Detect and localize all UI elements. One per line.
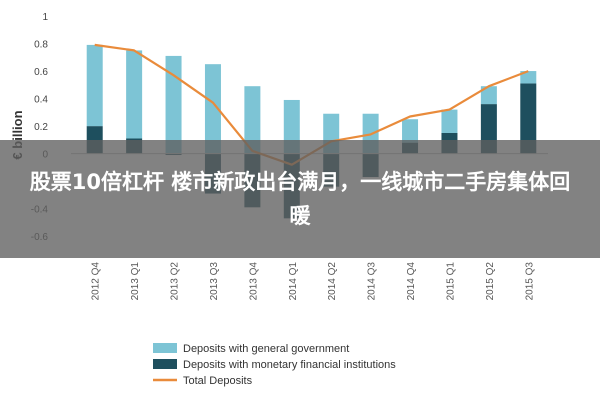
y-tick-label: 0.8 (34, 40, 48, 51)
x-tick-label: 2014 Q4 (406, 262, 417, 301)
headline-overlay: 股票10倍杠杆 楼市新政出台满月，一线城市二手房集体回暖 (0, 140, 600, 258)
x-tick-labels: 2012 Q4 2013 Q1 2013 Q2 2013 Q3 2013 Q4 2014 … (91, 262, 536, 301)
bar-government-deposits (86, 44, 103, 127)
legend-label: Total Deposits (183, 375, 253, 387)
headline-text: 股票10倍杠杆 楼市新政出台满月，一线城市二手房集体回暖 (29, 170, 571, 228)
y-tick-label: 1 (42, 12, 48, 23)
x-tick-label: 2015 Q2 (485, 262, 496, 301)
bar-mfi-deposits (520, 83, 537, 154)
bar-government-deposits (441, 109, 458, 133)
bar-government-deposits (244, 86, 261, 154)
y-tick-label: 0.6 (34, 67, 48, 78)
legend-swatch (153, 343, 177, 353)
bar-government-deposits (480, 86, 497, 105)
x-tick-label: 2015 Q1 (445, 262, 456, 301)
y-tick-label: 0.4 (34, 95, 48, 106)
x-tick-label: 2012 Q4 (91, 262, 102, 301)
bar-government-deposits (204, 64, 221, 154)
bar-government-deposits (126, 50, 143, 139)
x-tick-label: 2015 Q3 (524, 262, 535, 301)
bar-government-deposits (520, 71, 537, 84)
x-tick-label: 2013 Q2 (170, 262, 181, 301)
x-tick-label: 2013 Q1 (130, 262, 141, 301)
x-tick-label: 2014 Q3 (367, 262, 378, 301)
legend-label: Deposits with general government (183, 343, 349, 355)
legend-swatch (153, 359, 177, 369)
x-tick-label: 2014 Q2 (327, 262, 338, 301)
x-tick-label: 2013 Q3 (209, 262, 220, 301)
legend: Deposits with general government Deposits… (153, 343, 396, 387)
bar-government-deposits (402, 119, 419, 143)
bar-government-deposits (165, 55, 182, 154)
x-tick-label: 2014 Q1 (288, 262, 299, 301)
x-tick-label: 2013 Q4 (248, 262, 259, 301)
y-tick-label: 0.2 (34, 122, 48, 133)
legend-label: Deposits with monetary financial institu… (183, 359, 396, 371)
